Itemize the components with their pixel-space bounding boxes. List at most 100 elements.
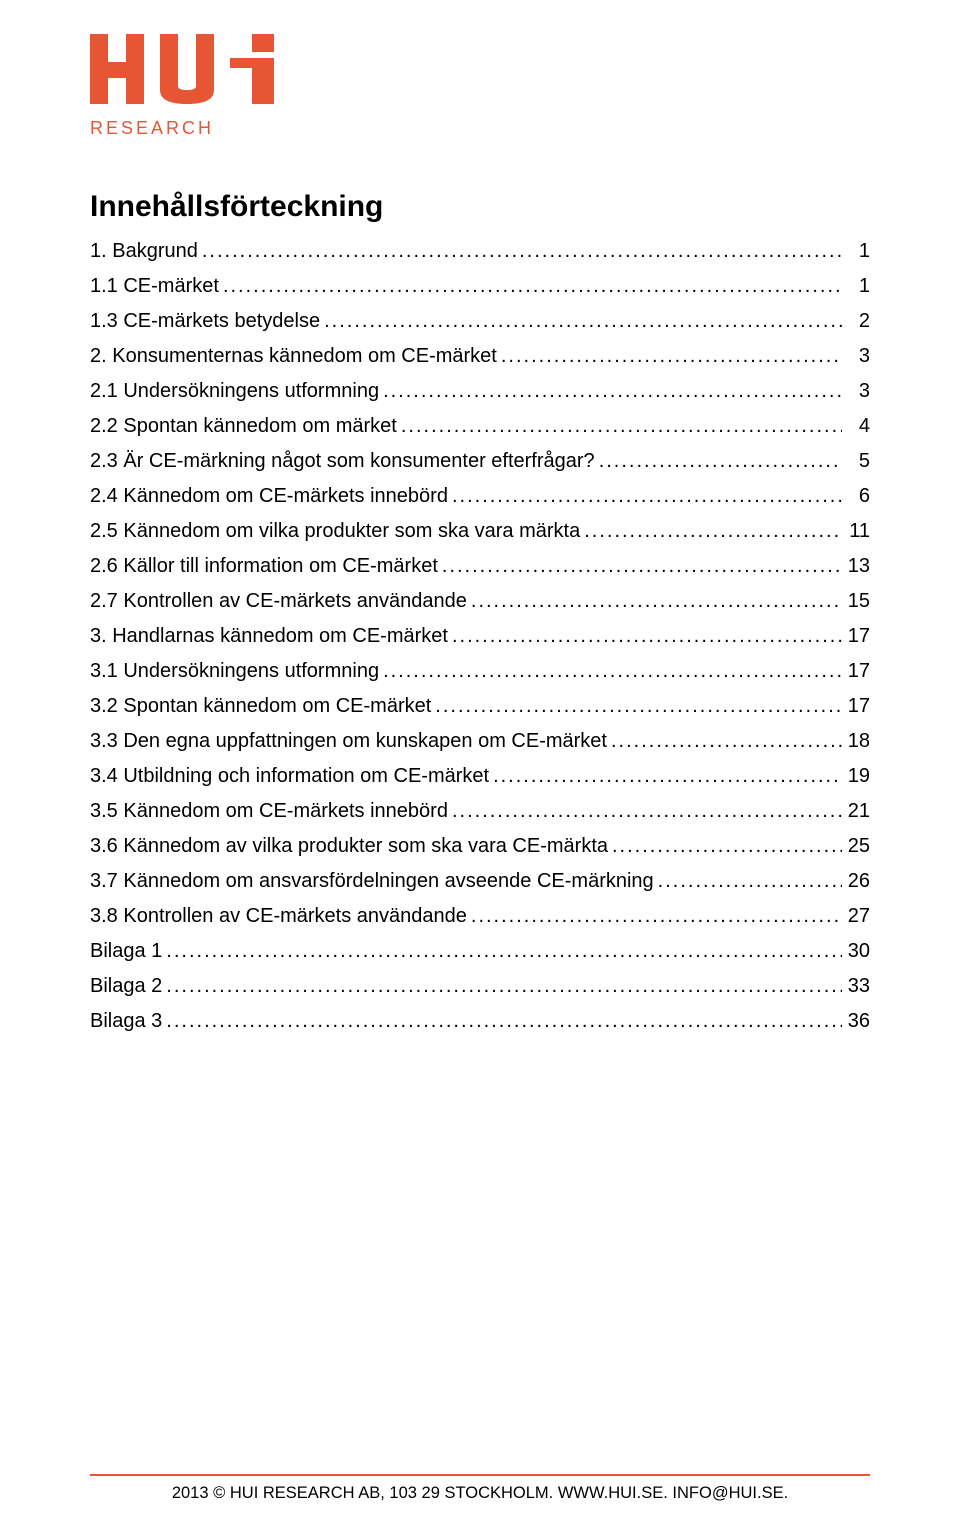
toc-entry[interactable]: 3.3 Den egna uppfattningen om kunskapen … — [90, 724, 870, 759]
toc-entry[interactable]: 2.5 Kännedom om vilka produkter som ska … — [90, 514, 870, 549]
toc-entry-page: 17 — [846, 689, 870, 724]
toc-entry[interactable]: 3.5 Kännedom om CE-märkets innebörd 21 — [90, 794, 870, 829]
toc-entry-page: 2 — [846, 304, 870, 339]
toc-entry[interactable]: 2.1 Undersökningens utformning 3 — [90, 374, 870, 409]
toc-entry-label: 3.1 Undersökningens utformning — [90, 654, 379, 689]
toc-entry-label: 3.7 Kännedom om ansvarsfördelningen avse… — [90, 864, 654, 899]
toc-entry-label: 2.1 Undersökningens utformning — [90, 374, 379, 409]
toc-entry-label: 3. Handlarnas kännedom om CE-märket — [90, 619, 448, 654]
toc-entry-page: 19 — [846, 759, 870, 794]
toc-entry-label: 3.6 Kännedom av vilka produkter som ska … — [90, 829, 608, 864]
toc-entry[interactable]: 1.3 CE-märkets betydelse 2 — [90, 304, 870, 339]
toc-entry[interactable]: Bilaga 1 30 — [90, 934, 870, 969]
toc-entry-label: Bilaga 1 — [90, 934, 162, 969]
toc-entry[interactable]: 2.3 Är CE-märkning något som konsumenter… — [90, 444, 870, 479]
toc-leader-dots — [599, 444, 842, 479]
toc-leader-dots — [383, 654, 842, 689]
toc-entry[interactable]: 2.4 Kännedom om CE-märkets innebörd6 — [90, 479, 870, 514]
toc-entry[interactable]: 2. Konsumenternas kännedom om CE-märket 3 — [90, 339, 870, 374]
toc-entry-page: 1 — [846, 269, 870, 304]
toc-leader-dots — [166, 934, 842, 969]
toc-entry-label: 1.3 CE-märkets betydelse — [90, 304, 320, 339]
toc-leader-dots — [442, 549, 842, 584]
toc-entry-label: 1.1 CE-märket — [90, 269, 219, 304]
logo: RESEARCH — [90, 34, 870, 142]
toc-leader-dots — [223, 269, 842, 304]
toc-title: Innehållsförteckning — [90, 190, 870, 224]
toc-entry-page: 25 — [846, 829, 870, 864]
toc-entry-label: 2.5 Kännedom om vilka produkter som ska … — [90, 514, 580, 549]
toc-entry[interactable]: 1. Bakgrund 1 — [90, 234, 870, 269]
toc-entry-label: 2. Konsumenternas kännedom om CE-märket — [90, 339, 497, 374]
toc-leader-dots — [401, 409, 842, 444]
toc-entry[interactable]: 3.1 Undersökningens utformning 17 — [90, 654, 870, 689]
toc-leader-dots — [166, 969, 842, 1004]
toc-leader-dots — [471, 584, 842, 619]
toc-entry-label: 3.3 Den egna uppfattningen om kunskapen … — [90, 724, 607, 759]
toc-leader-dots — [452, 479, 842, 514]
toc-entry[interactable]: 3.4 Utbildning och information om CE-mär… — [90, 759, 870, 794]
toc-entry-page: 33 — [846, 969, 870, 1004]
toc-entry[interactable]: 3. Handlarnas kännedom om CE-märket 17 — [90, 619, 870, 654]
toc-entry[interactable]: Bilaga 2 33 — [90, 969, 870, 1004]
footer-rule — [90, 1474, 870, 1476]
toc-entry-page: 18 — [846, 724, 870, 759]
toc-list: 1. Bakgrund11.1 CE-märket11.3 CE-märkets… — [90, 234, 870, 1039]
toc-entry-page: 3 — [846, 374, 870, 409]
toc-entry-label: 3.2 Spontan kännedom om CE-märket — [90, 689, 431, 724]
toc-entry-page: 4 — [846, 409, 870, 444]
svg-text:RESEARCH: RESEARCH — [90, 118, 214, 138]
toc-entry-label: Bilaga 3 — [90, 1004, 162, 1039]
toc-leader-dots — [584, 514, 842, 549]
hui-logo-icon: RESEARCH — [90, 34, 290, 142]
toc-entry-page: 1 — [846, 234, 870, 269]
toc-entry-page: 21 — [846, 794, 870, 829]
toc-entry[interactable]: 3.7 Kännedom om ansvarsfördelningen avse… — [90, 864, 870, 899]
toc-entry-page: 13 — [846, 549, 870, 584]
toc-entry[interactable]: Bilaga 3 36 — [90, 1004, 870, 1039]
toc-entry-page: 30 — [846, 934, 870, 969]
toc-entry-page: 15 — [846, 584, 870, 619]
document-page: RESEARCH Innehållsförteckning 1. Bakgrun… — [0, 0, 960, 1539]
toc-entry[interactable]: 3.2 Spontan kännedom om CE-märket 17 — [90, 689, 870, 724]
toc-entry-label: 3.5 Kännedom om CE-märkets innebörd — [90, 794, 448, 829]
toc-entry-label: 2.2 Spontan kännedom om märket — [90, 409, 397, 444]
toc-entry-page: 36 — [846, 1004, 870, 1039]
toc-entry[interactable]: 3.8 Kontrollen av CE-märkets användande 2… — [90, 899, 870, 934]
toc-leader-dots — [493, 759, 842, 794]
toc-entry[interactable]: 2.2 Spontan kännedom om märket 4 — [90, 409, 870, 444]
toc-entry-label: 2.3 Är CE-märkning något som konsumenter… — [90, 444, 595, 479]
toc-leader-dots — [658, 864, 842, 899]
toc-leader-dots — [452, 794, 842, 829]
toc-leader-dots — [471, 899, 842, 934]
toc-entry-label: 2.4 Kännedom om CE-märkets innebörd — [90, 479, 448, 514]
toc-entry[interactable]: 3.6 Kännedom av vilka produkter som ska … — [90, 829, 870, 864]
footer-text: 2013 © HUI RESEARCH AB, 103 29 STOCKHOLM… — [90, 1484, 870, 1503]
toc-entry-page: 3 — [846, 339, 870, 374]
toc-leader-dots — [611, 724, 842, 759]
toc-entry-page: 17 — [846, 654, 870, 689]
toc-entry-page: 27 — [846, 899, 870, 934]
toc-entry-label: Bilaga 2 — [90, 969, 162, 1004]
toc-section: Innehållsförteckning 1. Bakgrund11.1 CE-… — [90, 190, 870, 1039]
toc-leader-dots — [452, 619, 842, 654]
page-footer: 2013 © HUI RESEARCH AB, 103 29 STOCKHOLM… — [90, 1474, 870, 1503]
toc-leader-dots — [324, 304, 842, 339]
toc-entry-page: 5 — [846, 444, 870, 479]
toc-entry[interactable]: 2.7 Kontrollen av CE-märkets användande 1… — [90, 584, 870, 619]
toc-leader-dots — [501, 339, 842, 374]
toc-leader-dots — [166, 1004, 842, 1039]
toc-entry-label: 3.4 Utbildning och information om CE-mär… — [90, 759, 489, 794]
toc-leader-dots — [612, 829, 842, 864]
toc-entry-page: 11 — [846, 514, 870, 549]
toc-entry-label: 2.7 Kontrollen av CE-märkets användande — [90, 584, 467, 619]
toc-entry[interactable]: 1.1 CE-märket 1 — [90, 269, 870, 304]
toc-entry-label: 2.6 Källor till information om CE-märket — [90, 549, 438, 584]
toc-entry-page: 26 — [846, 864, 870, 899]
toc-entry-label: 1. Bakgrund — [90, 234, 198, 269]
toc-leader-dots — [435, 689, 842, 724]
toc-entry-page: 17 — [846, 619, 870, 654]
toc-leader-dots — [202, 234, 842, 269]
toc-entry-label: 3.8 Kontrollen av CE-märkets användande — [90, 899, 467, 934]
toc-entry[interactable]: 2.6 Källor till information om CE-märket… — [90, 549, 870, 584]
